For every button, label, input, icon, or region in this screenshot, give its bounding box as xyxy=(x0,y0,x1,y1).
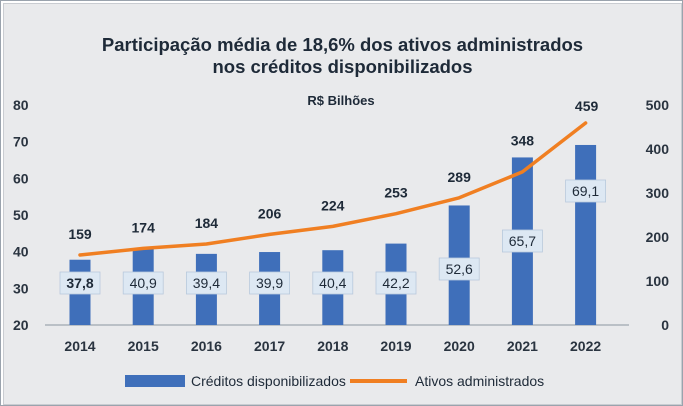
line-ativos xyxy=(78,121,588,257)
bar-data-label-box xyxy=(312,271,354,295)
y-left-tick-label: 20 xyxy=(13,317,29,333)
line-data-label: 184 xyxy=(195,215,219,231)
y-right-tick-label: 200 xyxy=(646,229,670,245)
bar-creditos xyxy=(575,144,597,325)
y-right-tick-label: 100 xyxy=(646,273,670,289)
x-tick-label: 2016 xyxy=(191,338,222,354)
chart-title: Participação média de 18,6% dos ativos a… xyxy=(4,34,681,78)
chart-subtitle: R$ Bilhões xyxy=(307,93,374,108)
y-right-tick-label: 0 xyxy=(661,317,669,333)
x-tick-label: 2014 xyxy=(64,338,95,354)
line-data-label: 206 xyxy=(258,205,282,221)
bar-data-label-box xyxy=(249,271,291,295)
chart-title-line-2: nos créditos disponibilizados xyxy=(212,56,473,77)
line-data-label: 174 xyxy=(132,219,156,235)
bar-data-label: 39,9 xyxy=(256,275,283,291)
bar-data-label: 65,7 xyxy=(509,233,536,249)
x-tick-label: 2022 xyxy=(570,338,601,354)
chart-panel: Participação média de 18,6% dos ativos a… xyxy=(3,3,682,405)
line-data-label: 289 xyxy=(448,169,472,185)
x-tick-label: 2021 xyxy=(507,338,538,354)
bar-data-label-box xyxy=(501,229,543,253)
bar-data-label-box xyxy=(375,271,417,295)
y-left-tick-label: 60 xyxy=(13,170,29,186)
y-left-tick-label: 70 xyxy=(13,134,29,150)
line-data-label: 459 xyxy=(575,98,599,114)
bar-data-label: 42,2 xyxy=(382,275,409,291)
y-left-tick-label: 50 xyxy=(13,207,29,223)
line-data-label: 253 xyxy=(384,185,408,201)
y-left-tick-label: 30 xyxy=(13,280,29,296)
legend-label-creditos: Créditos disponibilizados xyxy=(191,373,346,389)
bar-data-label: 52,6 xyxy=(446,261,473,277)
chart-title-line-1: Participação média de 18,6% dos ativos a… xyxy=(101,34,584,55)
line-data-label: 224 xyxy=(321,197,345,213)
y-right-tick-label: 400 xyxy=(646,141,670,157)
x-tick-label: 2018 xyxy=(317,338,348,354)
y-left-tick-label: 40 xyxy=(13,244,29,260)
line-data-label: 348 xyxy=(511,132,535,148)
x-tick-label: 2017 xyxy=(254,338,285,354)
legend-swatch-creditos xyxy=(125,375,185,387)
x-tick-label: 2019 xyxy=(380,338,411,354)
y-right-tick-label: 300 xyxy=(646,185,670,201)
bar-data-label-box xyxy=(122,271,164,295)
x-tick-label: 2015 xyxy=(128,338,159,354)
bar-data-label-box xyxy=(185,271,227,295)
bar-data-label: 40,9 xyxy=(130,275,157,291)
legend-label-ativos: Ativos administrados xyxy=(415,373,544,389)
bar-data-label: 69,1 xyxy=(572,183,599,199)
x-tick-label: 2020 xyxy=(444,338,475,354)
bar-data-label: 39,4 xyxy=(193,275,220,291)
bar-data-label: 40,4 xyxy=(319,275,346,291)
y-left-tick-label: 80 xyxy=(13,97,29,113)
y-right-tick-label: 500 xyxy=(646,97,670,113)
bar-data-label-box xyxy=(565,179,606,203)
bar-data-label: 37,8 xyxy=(66,275,93,291)
line-data-label: 159 xyxy=(68,226,92,242)
bar-data-label-box xyxy=(59,271,101,295)
bar-data-label-box xyxy=(438,257,480,281)
